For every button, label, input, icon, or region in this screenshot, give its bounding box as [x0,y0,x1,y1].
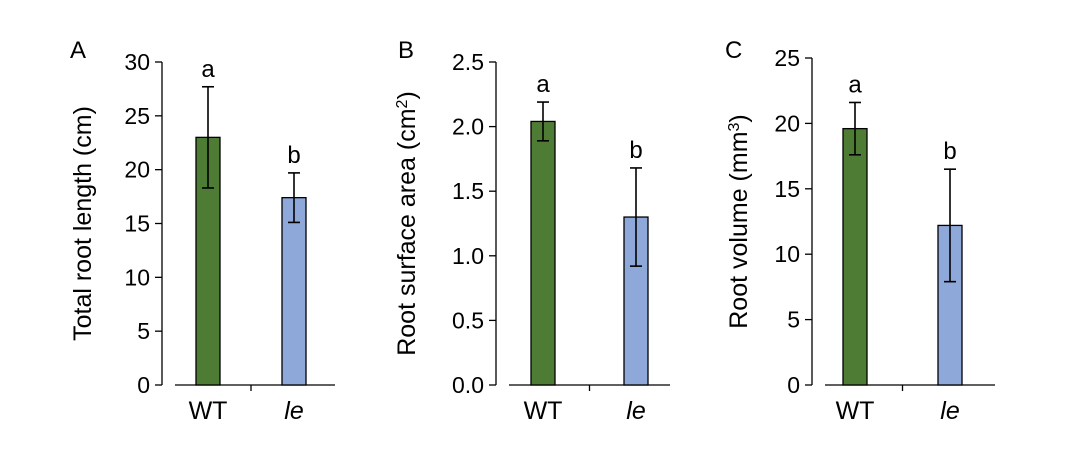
y-tick-label: 15 [124,211,150,237]
bar-wt [842,127,868,386]
y-tick-label: 25 [774,45,800,71]
panel-label: C [725,37,742,64]
y-tick-label: 10 [124,264,150,290]
y-axis-title: Root volume (mm3) [725,114,753,329]
chart-panel-b: B 0.0 0.5 1.0 1.5 2.0 2.5 Root surface area (cm… [393,37,670,425]
significance-letter: b [943,138,956,165]
y-tick-label: 0.0 [452,372,484,398]
y-axis-title: Root surface area (cm2) [393,91,421,356]
y-axis-title: Total root length (cm) [69,106,97,341]
significance-letter: a [201,56,215,83]
panel-label: A [70,37,86,64]
bar-wt [530,120,556,386]
x-category-label: WT [189,397,228,425]
x-category-label: WT [836,397,875,425]
x-category-label: le [940,397,959,425]
significance-letter: a [848,71,862,98]
significance-letter: a [536,71,550,98]
y-tick-label: 5 [787,307,800,333]
x-category-label: le [284,397,303,425]
y-tick-label: 0 [787,372,800,398]
significance-letter: b [287,142,300,169]
x-category-label: WT [524,397,563,425]
y-tick-label: 30 [124,49,150,75]
chart-panel-a: A 0 5 10 15 20 25 30 Total root length (cm) a WT b l… [69,37,335,425]
y-tick-label: 2.5 [452,49,484,75]
panel-label: B [398,37,414,64]
y-tick-label: 20 [124,157,150,183]
y-tick-label: 0 [137,372,150,398]
y-tick-label: 20 [774,110,800,136]
y-tick-label: 0.5 [452,307,484,333]
y-tick-label: 1.0 [452,243,484,269]
y-tick-label: 10 [774,241,800,267]
y-tick-label: 2.0 [452,114,484,140]
bar-le [281,197,307,386]
significance-letter: b [629,137,642,164]
y-tick-label: 15 [774,176,800,202]
y-tick-label: 25 [124,103,150,129]
chart-panel-c: C 0 5 10 15 20 25 Root volume (mm3) a WT b le [725,37,995,425]
x-category-label: le [626,397,645,425]
y-tick-label: 1.5 [452,178,484,204]
y-tick-label: 5 [137,318,150,344]
